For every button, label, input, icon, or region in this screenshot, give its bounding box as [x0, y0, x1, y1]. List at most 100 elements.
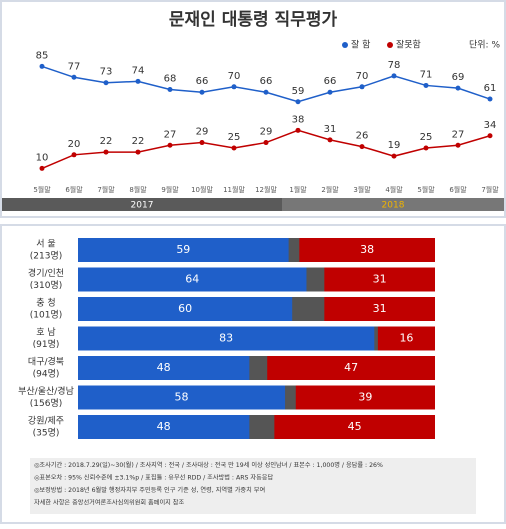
- data-label: 22: [132, 136, 145, 147]
- chart-title: 문재인 대통령 직무평가: [169, 9, 338, 30]
- bar-good: [78, 267, 307, 292]
- data-label: 29: [260, 127, 273, 138]
- point: [167, 142, 173, 148]
- data-label: 66: [260, 76, 273, 87]
- data-label: 66: [196, 76, 209, 87]
- sample-size: (35명): [33, 428, 60, 439]
- category-label: 경기/인천: [28, 267, 64, 279]
- note: ◎조사기간 : 2018.7.29(일)~30(월) / 조사지역 : 전국 /…: [34, 461, 383, 469]
- data-label: 61: [484, 83, 497, 94]
- bar-label: 16: [399, 332, 413, 345]
- data-label: 20: [68, 139, 81, 150]
- point: [487, 96, 493, 102]
- bar-bad: [324, 267, 435, 292]
- data-label: 73: [100, 67, 113, 78]
- data-label: 34: [484, 120, 497, 131]
- point: [295, 99, 301, 105]
- point: [39, 165, 45, 171]
- sample-size: (94명): [33, 369, 60, 380]
- x-tick-label: 7월말: [97, 185, 115, 194]
- point: [423, 82, 429, 88]
- x-tick-label: 7월말: [481, 185, 499, 194]
- data-label: 25: [420, 132, 433, 143]
- x-tick-label: 10월말: [191, 185, 213, 194]
- legend-marker: [387, 42, 393, 48]
- data-label: 29: [196, 127, 209, 138]
- point: [327, 137, 333, 143]
- legend-label: 잘못함: [396, 39, 421, 51]
- point: [39, 63, 45, 69]
- data-label: 38: [292, 114, 305, 125]
- sample-size: (156명): [30, 398, 62, 409]
- data-label: 59: [292, 86, 305, 97]
- point: [199, 89, 205, 95]
- bar-bad: [274, 415, 435, 439]
- sample-size: (213명): [30, 251, 62, 262]
- x-tick-label: 9월말: [161, 185, 179, 194]
- bar-bad: [377, 326, 435, 351]
- x-tick-label: 4월말: [385, 185, 403, 194]
- data-label: 70: [356, 71, 369, 82]
- legend-marker: [342, 42, 348, 48]
- bar-label: 64: [185, 273, 199, 286]
- category-label: 강원/제주: [28, 416, 64, 427]
- x-tick-label: 6월말: [449, 185, 467, 194]
- year-label: 2017: [131, 201, 154, 211]
- point: [455, 85, 461, 91]
- data-label: 19: [388, 140, 401, 151]
- bar-label: 47: [344, 361, 358, 374]
- bar-good: [78, 326, 375, 351]
- point: [391, 73, 397, 79]
- category-label: 서 울: [36, 239, 55, 250]
- bar-label: 60: [178, 302, 192, 315]
- category-label: 대구/경북: [28, 356, 64, 368]
- bar-label: 48: [157, 361, 171, 374]
- top-panel: [0, 0, 506, 218]
- point: [487, 133, 493, 139]
- x-tick-label: 3월말: [353, 185, 371, 194]
- year-band: [2, 198, 282, 211]
- note: ◎보정방법 : 2018년 6월말 행정자치부 주민등록 인구 기준 성, 연령…: [34, 486, 265, 494]
- bar-good: [78, 415, 250, 439]
- data-label: 22: [100, 136, 113, 147]
- bar-good: [78, 297, 293, 321]
- point: [423, 145, 429, 151]
- data-label: 70: [228, 71, 241, 82]
- bar-label: 48: [157, 420, 171, 433]
- bar-label: 83: [219, 332, 233, 345]
- point: [199, 140, 205, 146]
- category-label: 호 남: [36, 327, 55, 338]
- point: [455, 142, 461, 148]
- x-tick-label: 11월말: [223, 185, 245, 194]
- bar-bad: [324, 297, 435, 321]
- point: [295, 127, 301, 133]
- x-tick-label: 12월말: [255, 185, 277, 194]
- unit: 단위: %: [469, 40, 500, 51]
- x-tick-label: 5월말: [417, 185, 435, 194]
- year-label: 2018: [382, 201, 405, 211]
- bar-good: [78, 385, 286, 410]
- year-band: [282, 198, 504, 211]
- point: [231, 145, 237, 151]
- point: [71, 74, 77, 80]
- category-label: 부산/울산/경남: [18, 385, 74, 397]
- point: [103, 80, 109, 86]
- data-label: 68: [164, 74, 177, 85]
- point: [167, 87, 173, 93]
- point: [263, 140, 269, 146]
- x-tick-label: 5월말: [33, 185, 51, 194]
- note: ◎표본오차 : 95% 신뢰수준에 ±3.1%p / 표집틀 : 유무선 RDD…: [34, 474, 273, 482]
- x-tick-label: 2월말: [321, 185, 339, 194]
- bar-bad: [295, 385, 435, 410]
- sample-size: (101명): [30, 310, 62, 321]
- data-label: 85: [36, 50, 49, 61]
- notes-box: [30, 458, 476, 514]
- bar-label: 59: [176, 243, 190, 256]
- x-tick-label: 8월말: [129, 185, 147, 194]
- sample-size: (91명): [33, 339, 60, 350]
- point: [231, 84, 237, 90]
- data-label: 71: [420, 69, 433, 80]
- bar-label: 31: [373, 273, 387, 286]
